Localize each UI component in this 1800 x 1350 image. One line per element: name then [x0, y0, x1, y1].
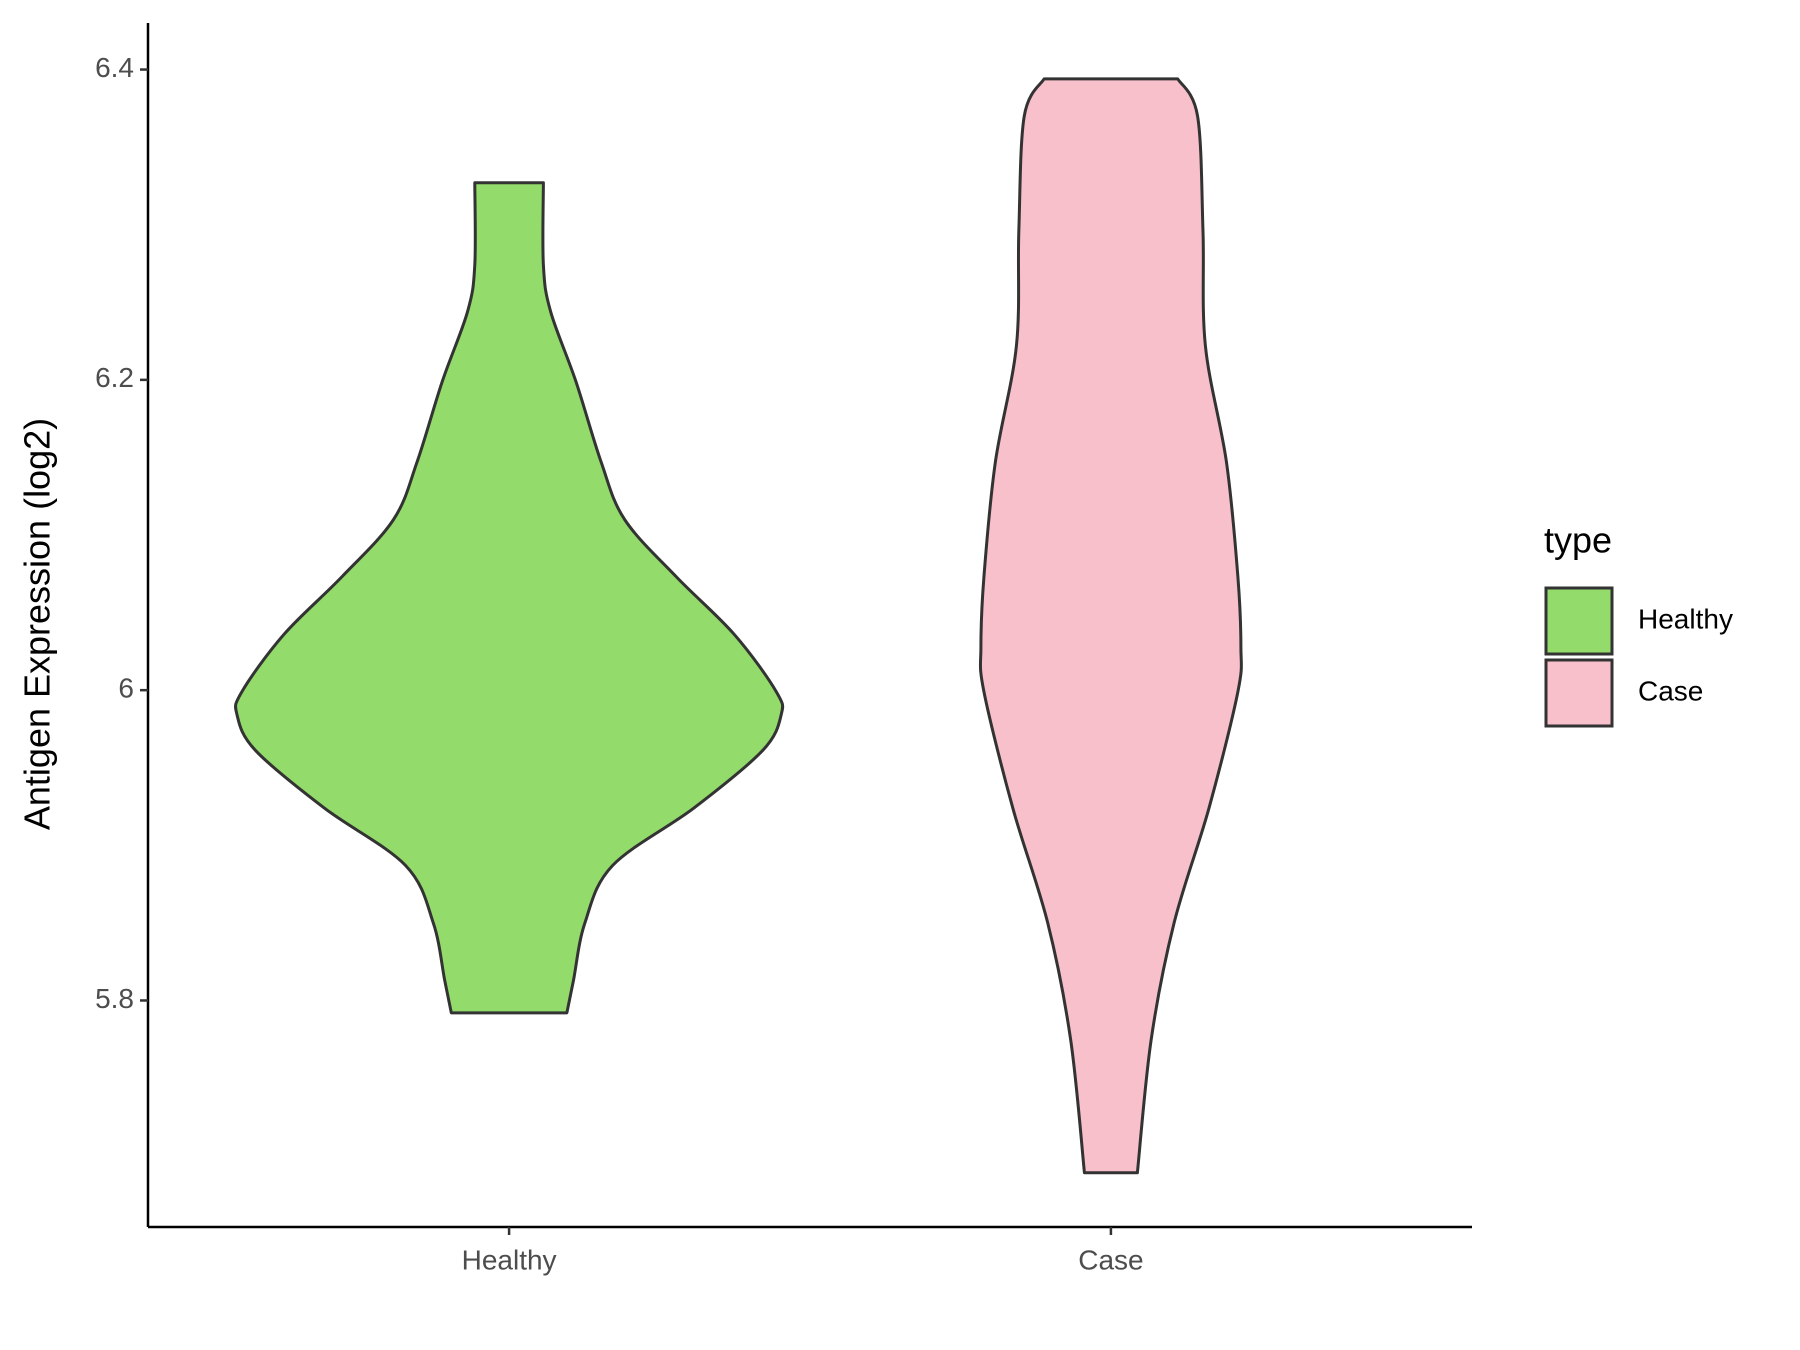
violin — [978, 77, 1243, 1175]
y-tick-label: 6.2 — [95, 362, 134, 393]
y-axis-title: Antigen Expression (log2) — [17, 418, 58, 830]
legend-key — [1544, 658, 1614, 728]
legend-label: Case — [1638, 675, 1703, 706]
y-tick-label: 6.4 — [95, 52, 134, 83]
y-tick-label: 5.8 — [95, 983, 134, 1014]
violin — [234, 181, 785, 1015]
legend-key — [1544, 586, 1614, 656]
y-tick-label: 6 — [118, 673, 134, 704]
x-tick-label: Healthy — [462, 1244, 557, 1275]
legend-title: type — [1544, 520, 1612, 561]
legend-label: Healthy — [1638, 603, 1733, 634]
x-tick-label: Case — [1078, 1244, 1143, 1275]
